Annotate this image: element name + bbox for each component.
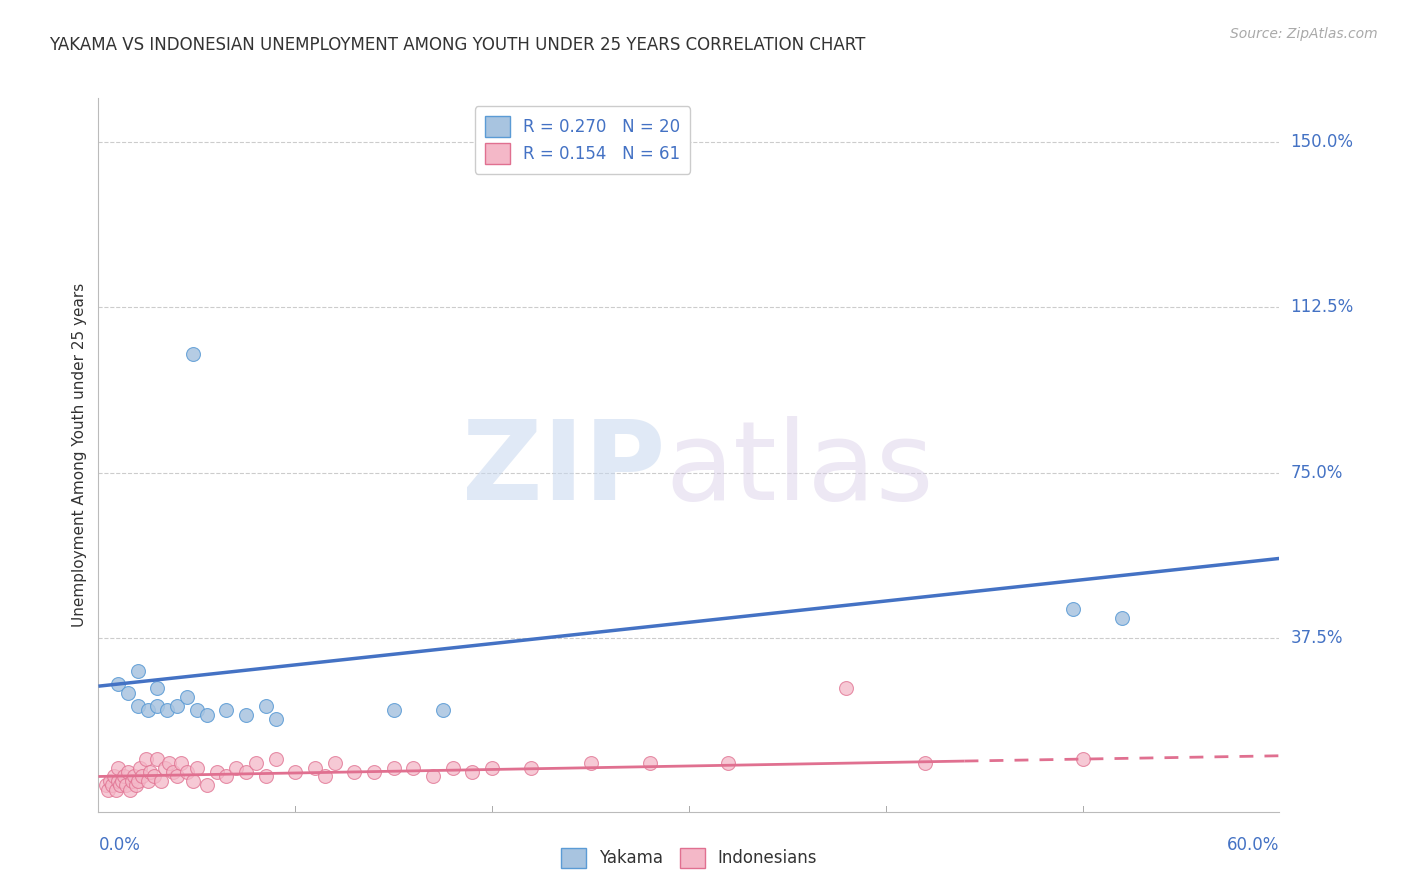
Point (118, 782, 141, 797)
Point (97, 782, 120, 797)
Point (117, 686, 139, 700)
Point (98, 773, 121, 788)
Point (146, 698, 169, 713)
Text: Source: ZipAtlas.com: Source: ZipAtlas.com (1230, 27, 1378, 41)
Text: 75.0%: 75.0% (1291, 464, 1343, 482)
Point (382, 761, 405, 775)
Point (127, 664, 149, 678)
Point (343, 765, 366, 780)
Point (432, 703, 454, 717)
Point (441, 761, 464, 775)
Point (117, 765, 139, 780)
Point (215, 703, 238, 717)
Point (108, 778, 131, 792)
Point (111, 773, 134, 788)
Point (205, 765, 228, 780)
Legend: Yakama, Indonesians: Yakama, Indonesians (554, 841, 824, 875)
Point (1071, 752, 1094, 766)
Text: 37.5%: 37.5% (1291, 629, 1343, 647)
Point (136, 703, 159, 717)
Point (127, 773, 149, 788)
Point (402, 761, 425, 775)
Point (155, 761, 177, 775)
Point (142, 769, 165, 783)
Point (1111, 611, 1133, 625)
Text: atlas: atlas (665, 416, 934, 523)
Point (638, 756, 661, 771)
Point (363, 765, 385, 780)
Point (125, 778, 148, 792)
Point (520, 761, 543, 775)
Y-axis label: Unemployment Among Youth under 25 years: Unemployment Among Youth under 25 years (72, 283, 87, 627)
Point (156, 703, 179, 717)
Text: 60.0%: 60.0% (1227, 836, 1279, 854)
Point (150, 773, 173, 788)
Point (314, 769, 336, 783)
Point (101, 778, 124, 792)
Point (284, 765, 307, 780)
Point (162, 765, 184, 780)
Point (105, 782, 128, 797)
Point (181, 346, 204, 360)
Point (245, 756, 267, 771)
Text: 0.0%: 0.0% (98, 836, 141, 854)
Point (304, 761, 326, 775)
Point (103, 769, 125, 783)
Point (914, 756, 936, 771)
Point (181, 773, 204, 788)
Point (323, 756, 346, 771)
Point (128, 761, 150, 775)
Point (264, 712, 287, 726)
Point (166, 698, 188, 713)
Point (254, 698, 277, 713)
Point (195, 707, 218, 722)
Point (107, 677, 129, 691)
Point (579, 756, 602, 771)
Point (422, 769, 444, 783)
Point (235, 765, 257, 780)
Point (176, 690, 198, 705)
Point (235, 707, 257, 722)
Point (157, 756, 180, 771)
Point (835, 681, 858, 696)
Point (146, 681, 169, 696)
Point (195, 778, 218, 792)
Point (461, 765, 484, 780)
Point (166, 769, 188, 783)
Point (131, 769, 153, 783)
Point (225, 761, 247, 775)
Point (717, 756, 740, 771)
Text: 112.5%: 112.5% (1291, 298, 1354, 317)
Point (121, 773, 143, 788)
Point (115, 778, 138, 792)
Point (135, 752, 157, 766)
Point (136, 773, 159, 788)
Text: ZIP: ZIP (463, 416, 665, 523)
Point (127, 698, 149, 713)
Point (107, 761, 129, 775)
Point (215, 769, 238, 783)
Point (186, 761, 208, 775)
Text: YAKAMA VS INDONESIAN UNEMPLOYMENT AMONG YOUTH UNDER 25 YEARS CORRELATION CHART: YAKAMA VS INDONESIAN UNEMPLOYMENT AMONG … (49, 36, 866, 54)
Point (481, 761, 503, 775)
Point (254, 769, 277, 783)
Point (1062, 602, 1084, 616)
Text: 150.0%: 150.0% (1291, 133, 1354, 151)
Point (186, 703, 208, 717)
Point (264, 752, 287, 766)
Point (122, 769, 145, 783)
Point (176, 765, 198, 780)
Point (146, 752, 169, 766)
Point (138, 765, 160, 780)
Point (107, 773, 129, 788)
Point (382, 703, 405, 717)
Point (112, 769, 135, 783)
Point (170, 756, 193, 771)
Point (96, 778, 118, 792)
